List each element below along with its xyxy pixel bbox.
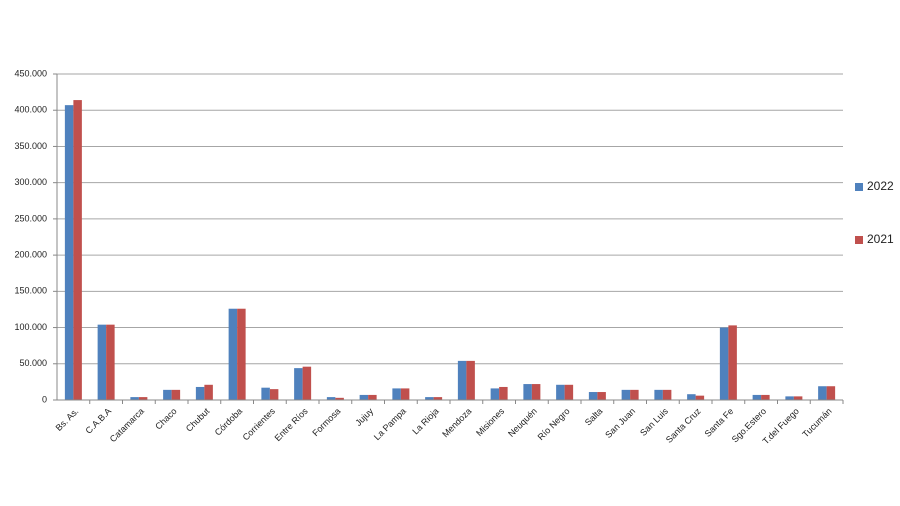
bar bbox=[466, 360, 475, 400]
bar bbox=[228, 308, 238, 400]
y-tick-label: 400.000 bbox=[14, 105, 47, 115]
x-tick-label: La Pampa bbox=[372, 406, 408, 442]
y-tick-label: 50.000 bbox=[19, 358, 47, 368]
bar bbox=[588, 392, 598, 400]
y-tick-label: 150.000 bbox=[14, 286, 47, 296]
x-tick-label: Salta bbox=[583, 406, 605, 428]
y-tick-label: 350.000 bbox=[14, 141, 47, 151]
bar bbox=[499, 386, 508, 400]
bar bbox=[195, 386, 205, 400]
bar bbox=[457, 360, 467, 400]
legend-swatch bbox=[855, 236, 863, 244]
bar bbox=[237, 308, 246, 400]
bar bbox=[523, 384, 532, 400]
bar bbox=[106, 324, 115, 400]
x-tick-label: Entre Ríos bbox=[273, 406, 310, 443]
bar bbox=[793, 396, 803, 400]
bar bbox=[425, 397, 434, 400]
x-tick-label: Mendoza bbox=[440, 406, 473, 439]
y-tick-label: 200.000 bbox=[14, 249, 47, 259]
x-tick-label: San Juan bbox=[603, 406, 637, 440]
bar bbox=[630, 389, 639, 400]
bar bbox=[728, 325, 737, 400]
x-tick-label: Chaco bbox=[153, 406, 178, 431]
bar bbox=[326, 397, 336, 400]
bar bbox=[73, 100, 82, 400]
bar bbox=[654, 389, 663, 400]
bar bbox=[826, 386, 836, 400]
bar bbox=[400, 388, 410, 400]
bar bbox=[531, 384, 541, 400]
legend: 2022 2021 bbox=[855, 179, 894, 246]
bar bbox=[621, 389, 631, 400]
x-tick-label: La Rioja bbox=[410, 406, 440, 436]
x-tick-label: Corrientes bbox=[241, 406, 278, 443]
bar bbox=[392, 388, 401, 400]
bar bbox=[752, 394, 762, 400]
bar bbox=[490, 388, 500, 400]
bar bbox=[662, 389, 672, 400]
bar bbox=[597, 392, 606, 400]
y-tick-label: 450.000 bbox=[14, 68, 47, 78]
bar bbox=[556, 384, 565, 400]
bar bbox=[64, 105, 74, 400]
legend-label: 2022 bbox=[867, 179, 894, 193]
bar bbox=[97, 324, 107, 400]
bar bbox=[130, 397, 139, 400]
bar bbox=[302, 366, 312, 400]
y-tick-label: 100.000 bbox=[14, 322, 47, 332]
bar bbox=[138, 397, 148, 400]
legend-swatch bbox=[855, 183, 863, 191]
y-tick-label: 300.000 bbox=[14, 177, 47, 187]
bar bbox=[204, 384, 213, 400]
x-tick-label: Misiones bbox=[474, 406, 507, 439]
bar bbox=[294, 368, 303, 400]
bar bbox=[719, 327, 729, 400]
x-tick-label: Santa Fe bbox=[703, 406, 736, 439]
x-tick-label: Tucumán bbox=[800, 406, 833, 439]
bar bbox=[564, 384, 574, 400]
bar bbox=[785, 396, 794, 400]
legend-label: 2021 bbox=[867, 232, 894, 246]
x-tick-label: Río Negro bbox=[536, 406, 572, 442]
bar bbox=[368, 394, 377, 400]
bar bbox=[261, 387, 270, 400]
y-tick-label: 0 bbox=[42, 394, 47, 404]
bar bbox=[761, 394, 770, 400]
bar bbox=[687, 394, 696, 400]
bar bbox=[695, 395, 705, 400]
bar bbox=[335, 397, 344, 400]
x-tick-label: Catamarca bbox=[108, 406, 146, 444]
x-tick-label: Córdoba bbox=[213, 406, 244, 437]
x-tick-label: Formosa bbox=[310, 406, 342, 438]
bar bbox=[433, 397, 443, 400]
x-tick-label: Santa Cruz bbox=[664, 406, 703, 445]
bar bbox=[163, 389, 172, 400]
bar bbox=[171, 389, 181, 400]
x-tick-label: Bs. As. bbox=[54, 406, 81, 433]
bar bbox=[359, 394, 369, 400]
bar bbox=[269, 389, 279, 400]
x-tick-label: Jujuy bbox=[353, 406, 375, 428]
y-tick-label: 250.000 bbox=[14, 213, 47, 223]
x-tick-label: C.A.B.A bbox=[84, 406, 114, 436]
x-tick-label: Chubut bbox=[184, 406, 212, 434]
bar bbox=[818, 386, 827, 400]
x-tick-label: San Luis bbox=[638, 406, 670, 438]
x-tick-label: Neuquén bbox=[506, 406, 539, 439]
